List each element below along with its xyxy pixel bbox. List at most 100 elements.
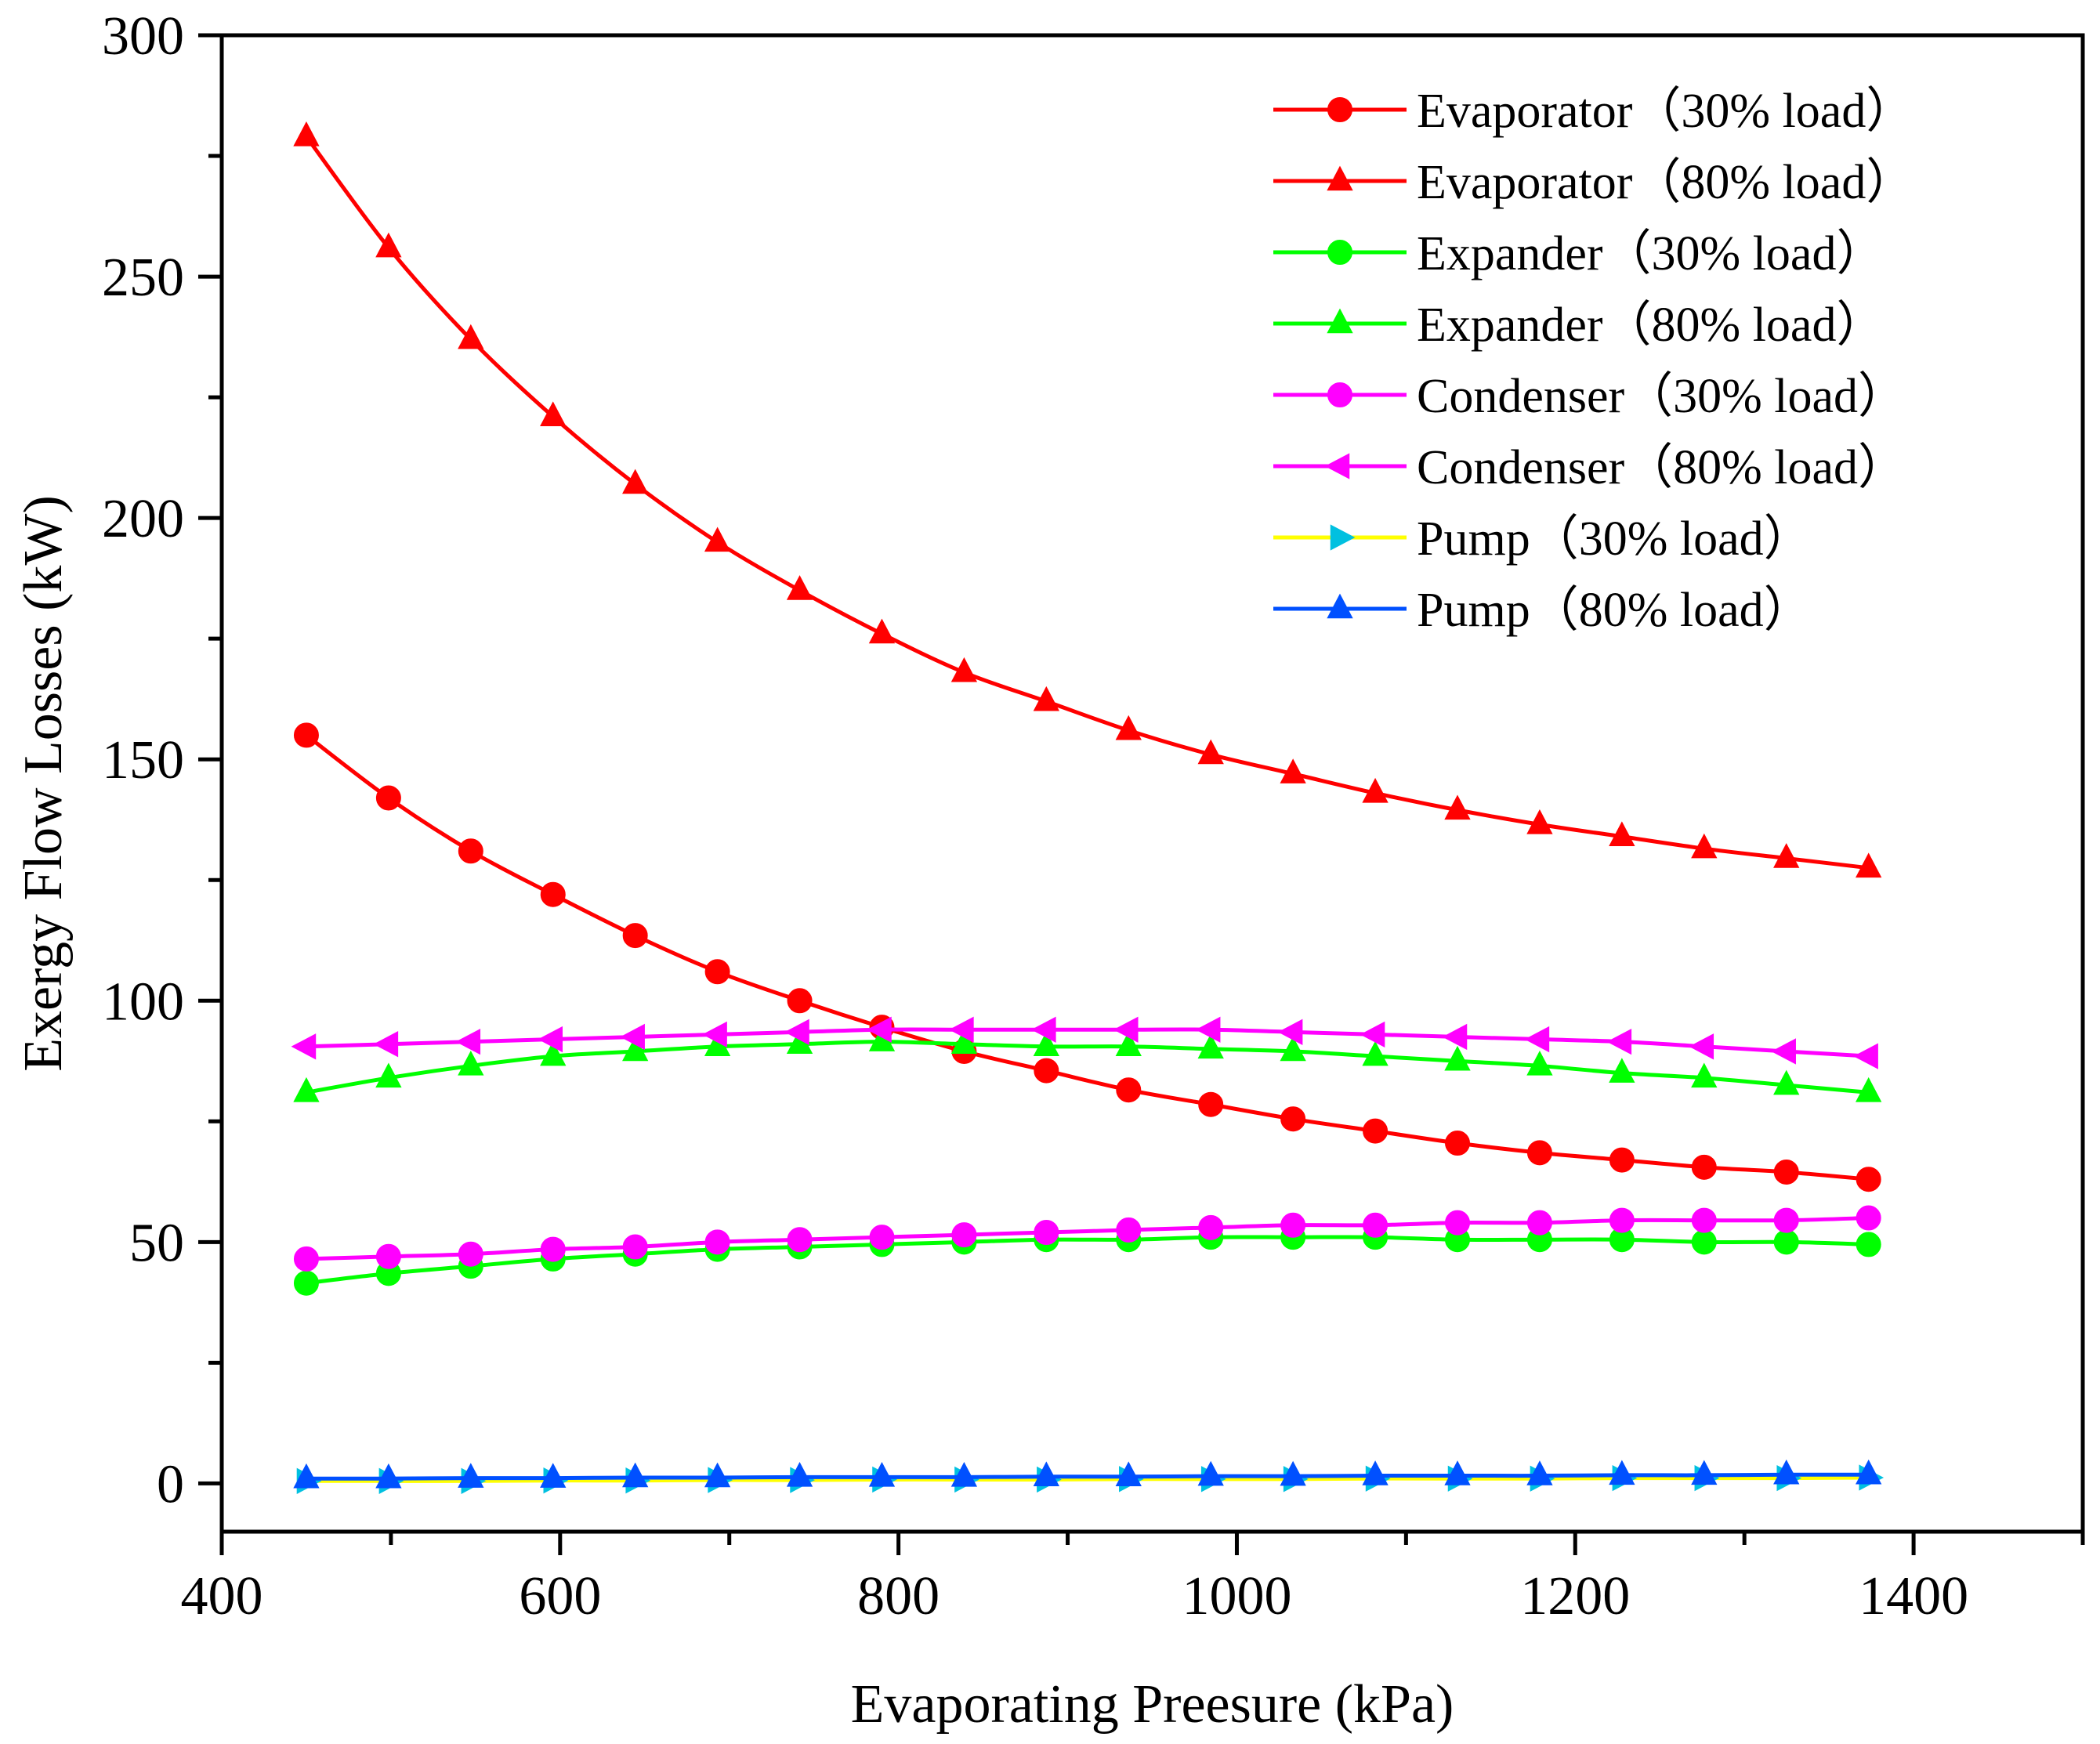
data-point [540, 1463, 567, 1488]
x-axis-label: Evaporating Preesure (kPa) [851, 1674, 1454, 1735]
series-line [306, 1027, 1869, 1058]
data-point [1363, 1118, 1389, 1144]
data-point [1773, 1459, 1800, 1485]
data-point [950, 1461, 978, 1487]
data-point [1197, 1033, 1224, 1059]
data-point [291, 1033, 317, 1060]
data-point [1771, 1038, 1796, 1065]
series-7 [293, 1459, 1882, 1489]
y-tick-label: 300 [102, 6, 184, 67]
data-point [1115, 1461, 1142, 1487]
data-point [869, 1225, 895, 1250]
data-point [1856, 1205, 1881, 1231]
legend-label: Expander（30% load） [1417, 227, 1885, 280]
x-tick-label: 1000 [1182, 1566, 1291, 1626]
data-point [1444, 1460, 1471, 1485]
series-layer [291, 121, 1885, 1494]
legend-entry: Evaporator（30% load） [1273, 85, 1914, 138]
legend-label: Evaporator（80% load） [1417, 156, 1914, 209]
data-point [1444, 794, 1471, 820]
data-point [1115, 715, 1142, 740]
data-point [622, 923, 648, 949]
data-point [949, 1016, 974, 1043]
data-point [787, 1227, 813, 1253]
data-point [458, 1241, 483, 1267]
series-0 [293, 722, 1881, 1192]
data-point [458, 1463, 484, 1488]
legend-swatch-marker [1324, 453, 1350, 479]
legend-swatch-marker [1327, 165, 1353, 191]
y-tick-label: 100 [102, 972, 184, 1032]
legend-entry: Pump（30% load） [1273, 512, 1812, 566]
series-1 [293, 121, 1882, 878]
series-line [306, 1472, 1869, 1481]
x-tick-label: 1200 [1520, 1566, 1630, 1626]
data-point [1856, 1459, 1882, 1485]
data-point [950, 657, 978, 682]
data-point [1691, 1460, 1718, 1485]
data-point [1445, 1210, 1470, 1236]
data-point [868, 618, 896, 644]
data-point [786, 1461, 813, 1487]
data-point [1524, 1026, 1550, 1053]
data-point [1691, 1154, 1717, 1180]
data-point [540, 1236, 566, 1262]
data-point [1280, 1106, 1306, 1132]
data-point [1197, 1460, 1224, 1486]
series-2 [293, 1225, 1881, 1296]
data-point [1362, 1460, 1389, 1485]
legend-entry: Evaporator（80% load） [1273, 156, 1914, 209]
data-point [1445, 1131, 1470, 1156]
legend-entry: Expander（80% load） [1273, 299, 1885, 352]
data-point [1280, 758, 1306, 783]
data-point [1773, 843, 1800, 868]
data-point [1773, 1159, 1799, 1185]
legend-swatch-marker [1327, 593, 1353, 619]
data-point [950, 1029, 978, 1054]
data-point [540, 401, 567, 426]
legend-swatch-marker [1327, 382, 1352, 407]
data-point [867, 1016, 892, 1043]
data-point [375, 1243, 401, 1269]
data-point [622, 1462, 649, 1488]
data-point [293, 722, 319, 748]
data-point [1444, 1045, 1471, 1071]
data-point [1360, 1021, 1385, 1048]
legend-entry: Condenser（30% load） [1273, 370, 1906, 423]
data-point [293, 1076, 320, 1102]
data-point [1856, 1232, 1881, 1257]
x-tick-label: 1400 [1859, 1566, 1968, 1626]
data-point [293, 121, 320, 147]
legend-label: Condenser（80% load） [1417, 441, 1906, 494]
y-tick-label: 150 [102, 730, 184, 791]
data-point [1526, 1051, 1553, 1076]
data-point [1280, 1212, 1306, 1238]
data-point [458, 324, 484, 349]
data-point [704, 1462, 731, 1488]
data-point [1034, 1058, 1059, 1084]
data-point [1609, 1058, 1635, 1083]
data-point [1033, 686, 1059, 711]
legend-label: Pump（80% load） [1417, 584, 1812, 637]
data-point [1609, 1207, 1635, 1233]
data-point [1034, 1220, 1059, 1245]
ticks-layer: 400 600 800 1000 1200 1400 0 50 100 150 200 250 300 [102, 6, 2085, 1626]
legend-swatch-marker [1327, 308, 1353, 334]
legend-label: Evaporator（30% load） [1417, 85, 1914, 138]
data-point [702, 1021, 727, 1048]
y-tick-label: 0 [157, 1454, 184, 1514]
y-axis-label: Exergy Flow Losses (kW) [13, 495, 74, 1072]
y-tick-label: 250 [102, 248, 184, 308]
data-point [620, 1023, 645, 1051]
data-point [1856, 1167, 1881, 1192]
data-point [1113, 1016, 1139, 1043]
legend-label: Expander（80% load） [1417, 299, 1885, 352]
legend-swatch-marker [1330, 524, 1356, 551]
data-point [375, 232, 402, 258]
data-point [1362, 1040, 1389, 1066]
legend-label: Condenser（30% load） [1417, 370, 1906, 423]
data-point [1033, 1031, 1059, 1057]
legend-entry: Condenser（80% load） [1273, 441, 1906, 494]
data-point [868, 1461, 896, 1487]
data-point [1198, 1091, 1224, 1117]
